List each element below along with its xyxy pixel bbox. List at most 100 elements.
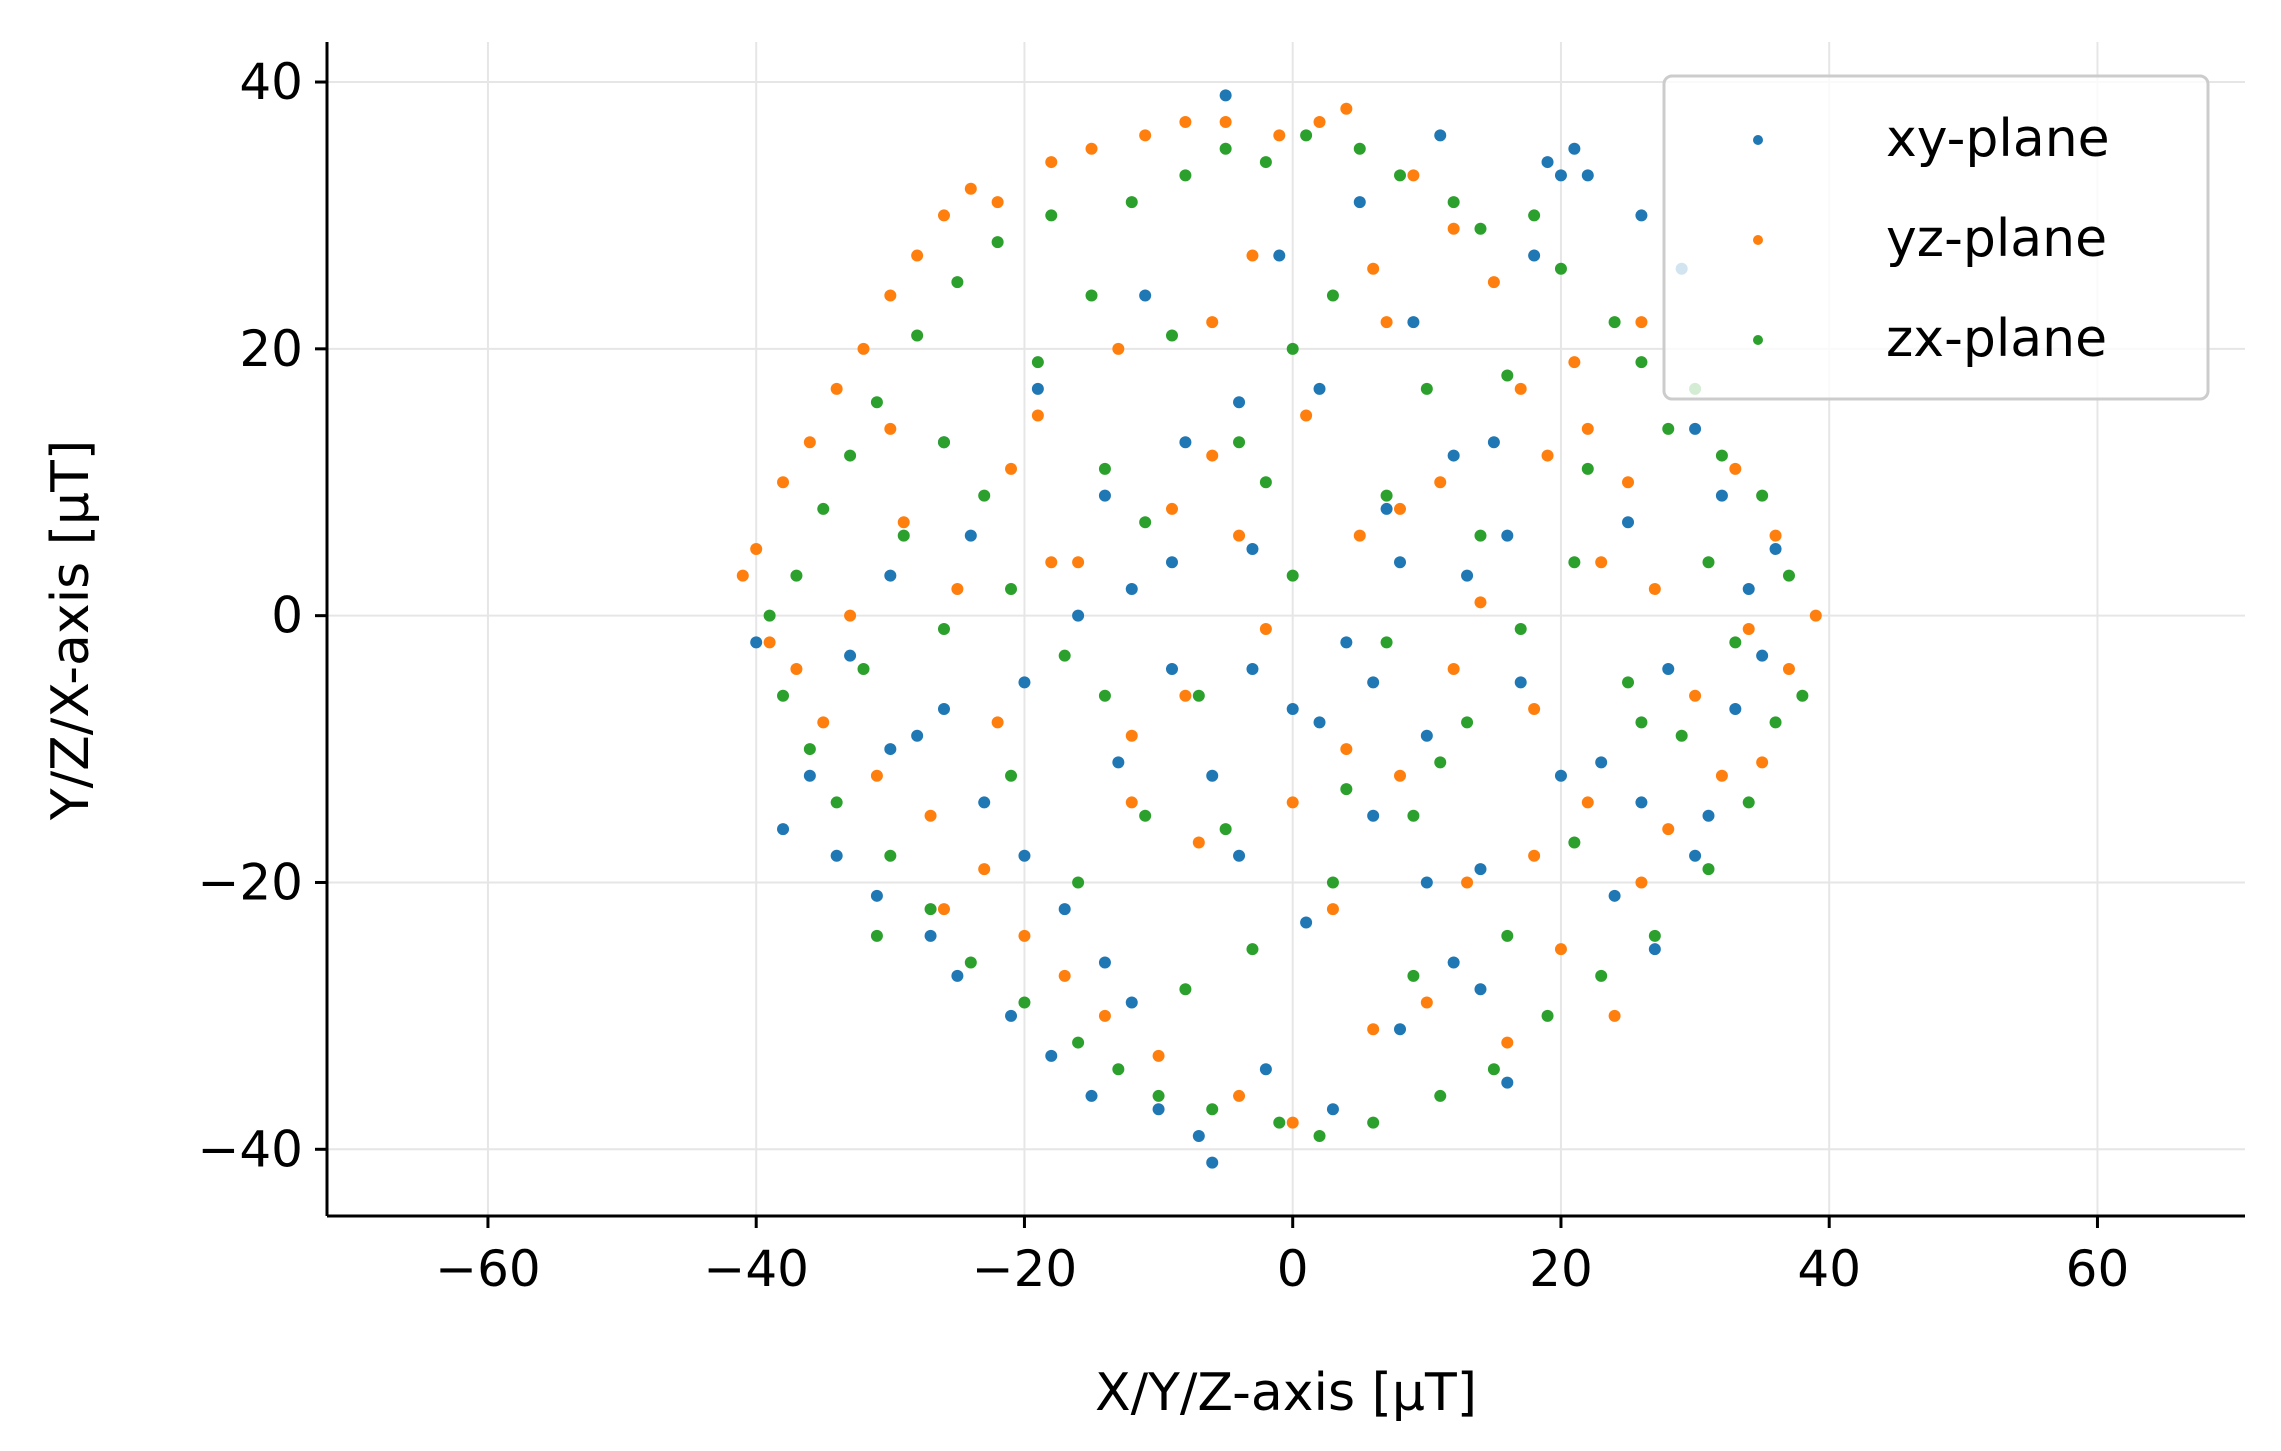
point-yz-plane — [884, 422, 897, 435]
point-zx-plane — [763, 609, 776, 622]
y-tick-label: −20 — [197, 853, 303, 911]
point-zx-plane — [1058, 649, 1071, 662]
point-zx-plane — [1085, 289, 1098, 302]
point-xy-plane — [1635, 796, 1648, 809]
point-xy-plane — [1326, 1103, 1339, 1116]
point-xy-plane — [1501, 529, 1514, 542]
point-yz-plane — [1742, 623, 1755, 635]
point-yz-plane — [951, 582, 964, 595]
point-yz-plane — [897, 516, 910, 529]
legend-marker-xy-plane — [1753, 135, 1763, 145]
point-xy-plane — [1165, 663, 1178, 676]
point-yz-plane — [817, 716, 830, 729]
point-xy-plane — [924, 929, 937, 942]
y-tick-label: 0 — [271, 587, 303, 645]
point-zx-plane — [1447, 196, 1460, 209]
legend-label-xy-plane: xy-plane — [1886, 109, 2110, 169]
point-yz-plane — [1179, 116, 1192, 129]
legend-marker-yz-plane — [1753, 235, 1763, 245]
point-yz-plane — [1206, 449, 1219, 462]
point-xy-plane — [1742, 582, 1755, 595]
point-xy-plane — [1541, 156, 1554, 169]
point-xy-plane — [1394, 556, 1407, 569]
point-zx-plane — [1165, 329, 1178, 342]
point-zx-plane — [870, 396, 883, 409]
point-xy-plane — [1300, 916, 1313, 929]
point-yz-plane — [1554, 943, 1567, 956]
point-yz-plane — [1568, 356, 1581, 369]
point-yz-plane — [1125, 796, 1138, 809]
point-zx-plane — [1353, 142, 1366, 155]
point-yz-plane — [1622, 476, 1635, 489]
point-xy-plane — [1394, 1023, 1407, 1036]
point-zx-plane — [1219, 142, 1232, 155]
point-xy-plane — [1474, 983, 1487, 996]
point-xy-plane — [1581, 169, 1594, 182]
point-xy-plane — [937, 703, 950, 716]
point-yz-plane — [1581, 422, 1594, 435]
point-yz-plane — [1152, 1049, 1165, 1062]
point-zx-plane — [1018, 996, 1031, 1009]
point-xy-plane — [1528, 249, 1541, 262]
point-yz-plane — [1769, 529, 1782, 542]
series-yz-plane — [736, 102, 1822, 1129]
point-yz-plane — [1635, 876, 1648, 889]
point-yz-plane — [750, 542, 763, 555]
point-yz-plane — [1380, 316, 1393, 329]
point-yz-plane — [736, 569, 749, 582]
point-xy-plane — [1165, 556, 1178, 569]
point-yz-plane — [1635, 316, 1648, 329]
point-yz-plane — [1192, 836, 1205, 849]
point-xy-plane — [1031, 382, 1044, 395]
point-yz-plane — [1018, 929, 1031, 942]
point-zx-plane — [1367, 1116, 1380, 1129]
point-xy-plane — [1112, 756, 1125, 769]
point-zx-plane — [1662, 422, 1675, 435]
point-xy-plane — [1407, 316, 1420, 329]
legend-frame — [1662, 74, 2210, 401]
point-zx-plane — [1581, 462, 1594, 475]
point-xy-plane — [1219, 89, 1232, 102]
point-yz-plane — [1219, 116, 1232, 129]
point-xy-plane — [1474, 863, 1487, 876]
point-xy-plane — [1313, 716, 1326, 729]
point-yz-plane — [1447, 222, 1460, 235]
point-zx-plane — [1702, 556, 1715, 569]
point-yz-plane — [1514, 382, 1527, 395]
point-zx-plane — [1192, 689, 1205, 702]
point-zx-plane — [1742, 796, 1755, 809]
point-yz-plane — [1581, 796, 1594, 809]
point-xy-plane — [1098, 489, 1111, 502]
point-zx-plane — [803, 743, 816, 756]
point-zx-plane — [1434, 756, 1447, 769]
point-zx-plane — [1568, 556, 1581, 569]
point-zx-plane — [1005, 769, 1018, 782]
point-xy-plane — [1179, 436, 1192, 449]
point-xy-plane — [1085, 1089, 1098, 1102]
y-tick-label: 20 — [239, 320, 303, 378]
legend-marker-zx-plane — [1753, 335, 1763, 345]
point-yz-plane — [1326, 903, 1339, 916]
point-yz-plane — [1487, 276, 1500, 289]
point-yz-plane — [1595, 556, 1608, 569]
point-yz-plane — [1434, 476, 1447, 489]
point-yz-plane — [1353, 529, 1366, 542]
point-zx-plane — [1206, 1103, 1219, 1116]
point-zx-plane — [1729, 636, 1742, 649]
point-xy-plane — [1380, 502, 1393, 515]
point-zx-plane — [1072, 876, 1085, 889]
point-yz-plane — [1729, 462, 1742, 475]
point-xy-plane — [1595, 756, 1608, 769]
point-xy-plane — [1447, 956, 1460, 969]
point-xy-plane — [1715, 489, 1728, 502]
point-xy-plane — [1434, 129, 1447, 142]
point-zx-plane — [1756, 489, 1769, 502]
point-zx-plane — [1474, 222, 1487, 235]
point-yz-plane — [1045, 556, 1058, 569]
point-zx-plane — [830, 796, 843, 809]
point-xy-plane — [777, 823, 790, 836]
point-xy-plane — [1192, 1129, 1205, 1142]
x-tick-label: 20 — [1529, 1240, 1593, 1298]
point-xy-plane — [1005, 1009, 1018, 1022]
